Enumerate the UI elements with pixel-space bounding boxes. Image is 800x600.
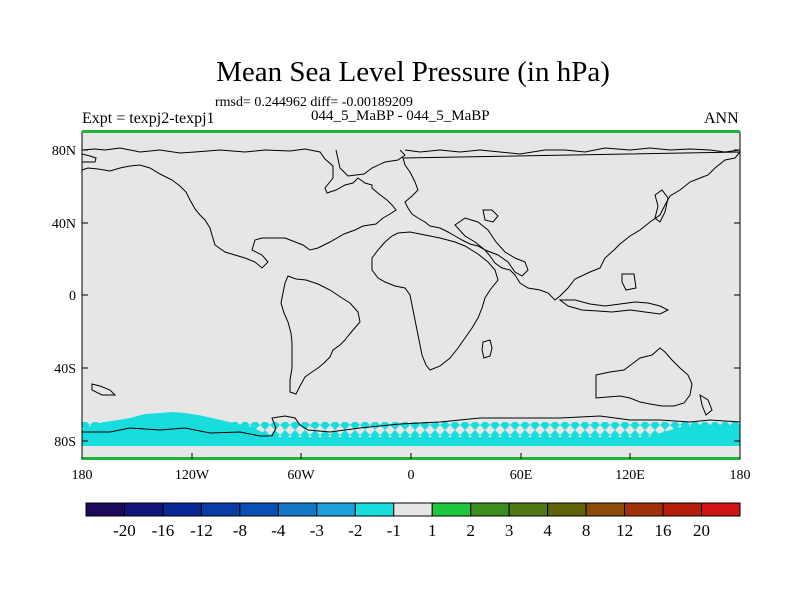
colorbar-swatch <box>162 502 202 517</box>
colorbar-swatch <box>277 502 318 517</box>
colorbar-swatch <box>123 502 164 517</box>
coast-south-america <box>280 275 361 395</box>
stats-label: rmsd= 0.244962 diff= -0.00189209 <box>215 95 413 110</box>
x-tick-label: 60E <box>510 468 533 483</box>
colorbar-label: -8 <box>233 521 247 540</box>
colorbar-label: -4 <box>271 521 286 540</box>
x-tick-label: 180 <box>72 468 93 483</box>
coastlines <box>81 147 742 437</box>
coast-indonesia <box>558 299 670 315</box>
x-tick-labels: 180 120W 60W 0 60E 120E 180 <box>72 468 751 483</box>
colorbar-swatch <box>585 502 626 517</box>
colorbar-label: -20 <box>113 521 136 540</box>
colorbar-swatch <box>393 502 433 517</box>
coast-antarctica <box>82 415 741 437</box>
y-tick-label: 80S <box>54 435 76 450</box>
season-label: ANN <box>704 110 739 127</box>
chart-title: Mean Sea Level Pressure (in hPa) <box>216 56 610 88</box>
y-tick-label: 40S <box>54 362 76 377</box>
colorbar: -20 -16 -12 -8 -4 -3 -2 -1 1 2 3 4 8 12 16 20 <box>85 502 741 540</box>
tick-marks <box>81 149 741 459</box>
x-tick-label: 120E <box>615 468 645 483</box>
colorbar-label: 8 <box>582 521 591 540</box>
x-tick-label: 120W <box>175 468 210 483</box>
colorbar-label: 2 <box>466 521 475 540</box>
y-tick-label: 80N <box>52 144 76 159</box>
colorbar-label: 16 <box>655 521 672 540</box>
colorbar-swatch <box>508 502 549 517</box>
colorbar-swatch <box>701 502 741 517</box>
coast-americas <box>81 147 397 269</box>
y-tick-label: 0 <box>69 289 76 304</box>
colorbar-swatch <box>200 502 241 517</box>
colorbar-label: -16 <box>152 521 175 540</box>
colorbar-label: -2 <box>348 521 362 540</box>
colorbar-swatch <box>547 502 587 517</box>
x-tick-label: 0 <box>408 468 415 483</box>
colorbar-label: -3 <box>310 521 324 540</box>
colorbar-swatch <box>239 502 279 517</box>
coast-west-tip <box>81 153 97 163</box>
colorbar-swatch <box>470 502 510 517</box>
coast-new-zealand <box>699 393 713 416</box>
experiment-label: Expt = texpj2-texpj1 <box>82 110 215 127</box>
map-background <box>82 132 740 459</box>
colorbar-swatch <box>85 502 125 517</box>
top-green-strip <box>82 130 740 133</box>
colorbar-label: 4 <box>543 521 552 540</box>
anomaly-band-bottom <box>82 437 740 446</box>
coast-caspian <box>482 209 499 223</box>
coast-australia <box>595 347 693 407</box>
colorbar-swatch <box>354 502 395 517</box>
colorbar-label: -12 <box>190 521 213 540</box>
colorbar-label: 3 <box>505 521 514 540</box>
colorbar-label: -1 <box>387 521 401 540</box>
colorbar-swatch <box>624 502 664 517</box>
y-tick-labels: 80N 40N 0 40S 80S <box>52 144 76 450</box>
coast-africa <box>371 231 499 371</box>
coast-greenland <box>335 149 406 177</box>
cases-label: 044_5_MaBP - 044_5_MaBP <box>311 108 490 124</box>
coast-japan <box>654 189 669 223</box>
y-tick-label: 40N <box>52 217 76 232</box>
colorbar-label: 1 <box>428 521 437 540</box>
coast-madagascar <box>481 339 493 359</box>
colorbar-swatch <box>431 502 472 517</box>
coast-borneo <box>621 273 637 291</box>
colorbar-swatch <box>316 502 356 517</box>
colorbar-label: 12 <box>616 521 633 540</box>
colorbar-swatch <box>662 502 703 517</box>
coast-sub-antarctic <box>91 383 117 396</box>
antarctic-anomaly <box>82 412 740 446</box>
x-tick-label: 180 <box>730 468 751 483</box>
coast-arabia-india <box>454 217 529 277</box>
x-tick-label: 60W <box>287 468 315 483</box>
colorbar-label: 20 <box>693 521 710 540</box>
